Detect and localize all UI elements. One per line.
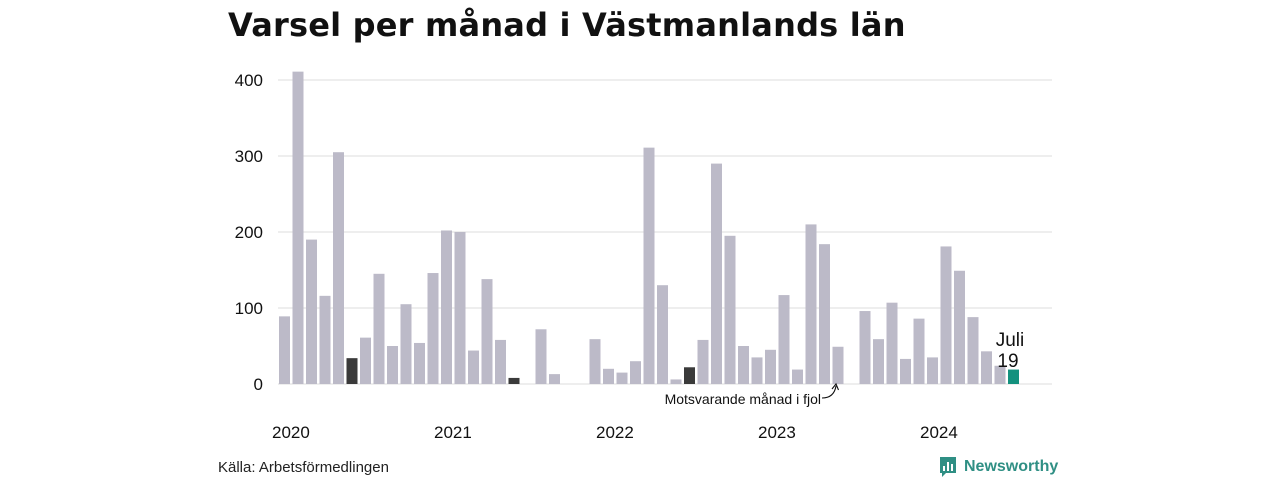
x-year-label: 2023 bbox=[758, 423, 796, 442]
bar bbox=[873, 339, 884, 384]
bar-comparison bbox=[508, 377, 520, 384]
bar bbox=[387, 346, 398, 384]
bar bbox=[819, 244, 830, 384]
bar bbox=[994, 365, 1006, 384]
bar bbox=[657, 285, 668, 384]
bar bbox=[400, 304, 412, 384]
bar bbox=[360, 337, 371, 384]
bar bbox=[427, 273, 439, 384]
bar bbox=[414, 342, 425, 384]
bar bbox=[954, 270, 965, 384]
bar bbox=[630, 361, 641, 384]
y-tick-label: 0 bbox=[254, 375, 263, 394]
chart-title: Varsel per månad i Västmanlands län bbox=[228, 6, 906, 44]
bar bbox=[859, 311, 871, 384]
bar bbox=[306, 239, 317, 384]
y-tick-label: 200 bbox=[235, 223, 263, 242]
annotation-label: Motsvarande månad i fjol bbox=[665, 391, 821, 407]
bar bbox=[697, 339, 709, 384]
annotation-arrowhead bbox=[831, 382, 840, 391]
bar bbox=[670, 379, 682, 384]
bar bbox=[967, 317, 979, 384]
bar-current bbox=[1008, 369, 1019, 384]
x-axis-year-labels: 2020 2021 2022 2023 2024 bbox=[272, 423, 958, 442]
bar bbox=[319, 295, 331, 384]
bar bbox=[724, 235, 736, 384]
bar bbox=[832, 346, 844, 384]
bar bbox=[535, 329, 547, 384]
brand-name: Newsworthy bbox=[964, 458, 1059, 475]
bar-comparison bbox=[346, 358, 358, 384]
y-tick-label: 100 bbox=[235, 299, 263, 318]
highlight-value-label: 19 bbox=[997, 351, 1018, 372]
highlight-month-label: Juli bbox=[996, 330, 1025, 351]
bar bbox=[886, 302, 898, 384]
y-tick-label: 400 bbox=[235, 71, 263, 90]
bar bbox=[778, 295, 790, 384]
bar bbox=[495, 339, 506, 384]
bar bbox=[940, 246, 952, 384]
bar bbox=[468, 350, 479, 384]
bar bbox=[913, 318, 925, 384]
annotations: Motsvarande månad i fjol Juli 19 bbox=[665, 330, 1025, 407]
y-axis-ticks: 0 100 200 300 400 bbox=[235, 71, 263, 394]
y-tick-label: 300 bbox=[235, 147, 263, 166]
bar bbox=[738, 346, 749, 384]
bar bbox=[616, 372, 628, 384]
bar bbox=[441, 230, 452, 384]
annotation-arrow bbox=[821, 385, 837, 399]
bar bbox=[751, 357, 763, 384]
bar bbox=[333, 152, 344, 384]
newsworthy-logo-icon bbox=[940, 457, 956, 477]
x-year-label: 2024 bbox=[920, 423, 958, 442]
bar bbox=[711, 163, 722, 384]
x-year-label: 2020 bbox=[272, 423, 310, 442]
bar bbox=[981, 351, 992, 384]
bar bbox=[765, 349, 776, 384]
bar bbox=[279, 316, 290, 384]
bar bbox=[454, 232, 466, 384]
bar bbox=[292, 71, 304, 384]
bar bbox=[589, 339, 601, 384]
bar bbox=[603, 368, 614, 384]
bar bbox=[927, 357, 938, 384]
bar bbox=[900, 358, 911, 384]
bar bbox=[481, 279, 493, 384]
bar bbox=[643, 147, 655, 384]
bar bbox=[792, 369, 803, 384]
brand-logo[interactable]: Newsworthy bbox=[938, 456, 1058, 478]
x-year-label: 2022 bbox=[596, 423, 634, 442]
x-year-label: 2021 bbox=[434, 423, 472, 442]
bar-comparison bbox=[684, 367, 695, 384]
source-note: Källa: Arbetsförmedlingen bbox=[218, 459, 389, 476]
bars bbox=[279, 71, 1019, 384]
bar bbox=[549, 374, 560, 384]
bar bbox=[373, 273, 385, 384]
bar bbox=[805, 224, 817, 384]
